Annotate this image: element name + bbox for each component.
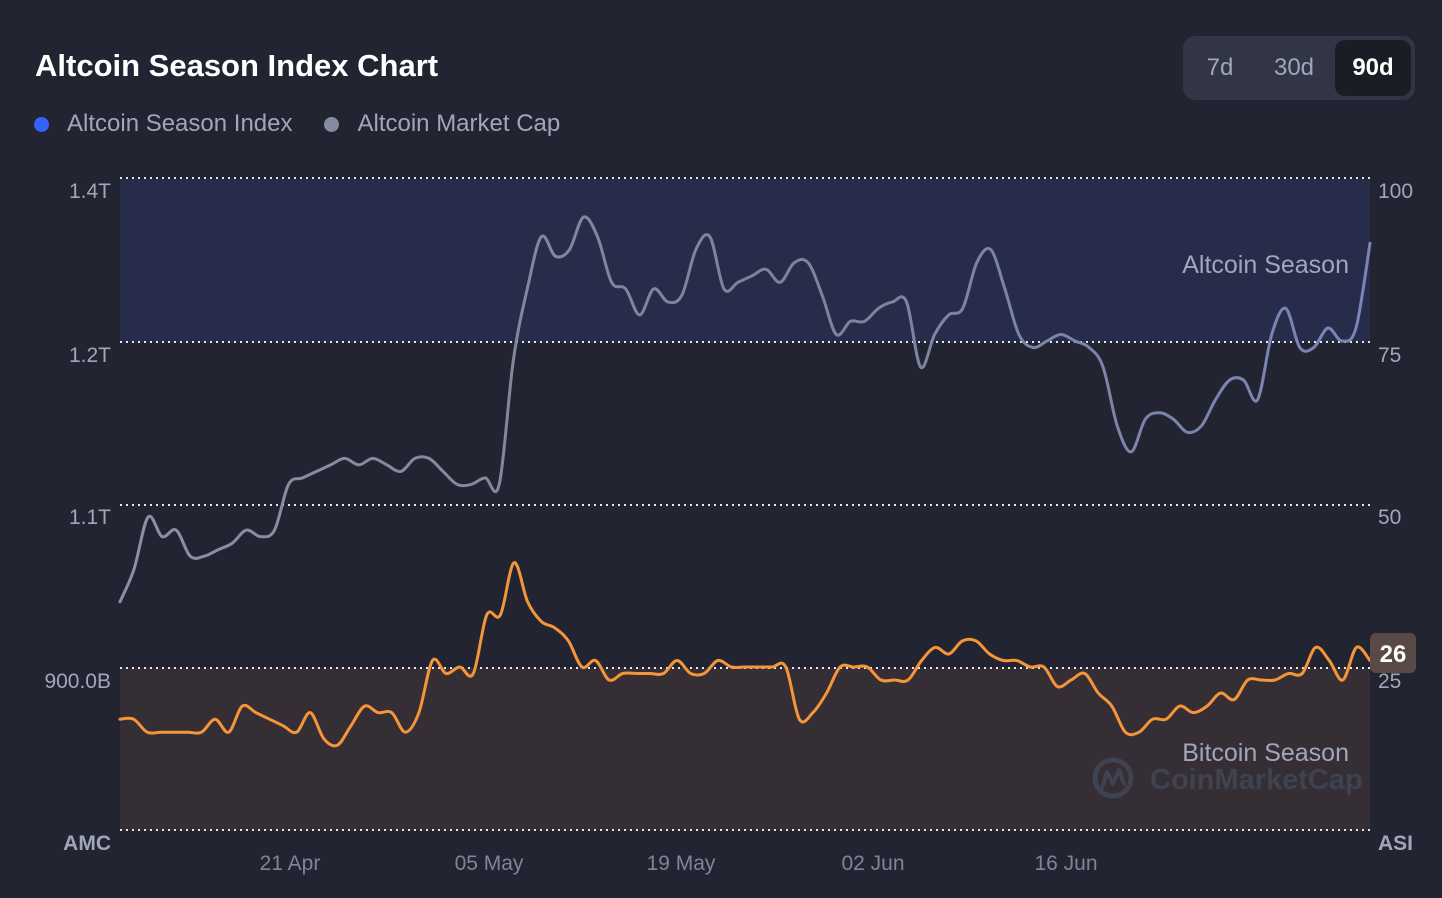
right-tick-label: 100 — [1378, 180, 1413, 203]
left-tick-label: 1.1T — [69, 506, 111, 529]
legend-dot-blue-icon — [34, 116, 49, 132]
left-tick-label: 1.2T — [69, 344, 111, 367]
watermark-text: CoinMarketCap — [1150, 764, 1363, 796]
page-title: Altcoin Season Index Chart — [35, 48, 439, 83]
left-axis-label: AMC — [63, 832, 111, 855]
coinmarketcap-logo-icon — [1092, 757, 1134, 799]
time-range-selector: 7d 30d 90d — [1183, 36, 1415, 100]
chart-legend: Altcoin Season Index Altcoin Market Cap — [34, 110, 592, 138]
left-tick-label: 900.0B — [44, 670, 111, 693]
x-tick-label: 16 Jun — [1034, 852, 1097, 875]
range-90d-button[interactable]: 90d — [1335, 40, 1411, 96]
current-value-text: 26 — [1380, 641, 1407, 668]
right-axis-label: ASI — [1378, 832, 1413, 855]
legend-label: Altcoin Season Index — [67, 110, 293, 137]
altcoin-season-label: Altcoin Season — [1182, 251, 1349, 279]
bitcoin-season-label: Bitcoin Season — [1182, 739, 1349, 767]
right-tick-label: 25 — [1378, 670, 1401, 693]
legend-item-altcoin-season-index[interactable]: Altcoin Season Index — [34, 110, 292, 138]
x-tick-label: 21 Apr — [260, 852, 321, 875]
range-30d-button[interactable]: 30d — [1253, 40, 1335, 96]
legend-label: Altcoin Market Cap — [357, 110, 561, 137]
altcoin-market-cap-line — [118, 215, 1372, 604]
legend-item-altcoin-market-cap[interactable]: Altcoin Market Cap — [324, 110, 560, 138]
x-tick-label: 19 May — [647, 852, 716, 875]
current-value-badge: 26 — [1370, 633, 1416, 673]
x-tick-label: 02 Jun — [841, 852, 904, 875]
range-7d-button[interactable]: 7d — [1187, 40, 1253, 96]
bitcoin-season-zone — [120, 668, 1370, 830]
right-tick-label: 50 — [1378, 506, 1401, 529]
coinmarketcap-watermark: CoinMarketCap — [1092, 757, 1363, 799]
right-tick-label: 75 — [1378, 344, 1401, 367]
altcoin-season-index-line — [118, 561, 1372, 748]
x-tick-label: 05 May — [455, 852, 524, 875]
left-tick-label: 1.4T — [69, 180, 111, 203]
legend-dot-gray-icon — [324, 116, 340, 132]
altcoin-season-zone — [120, 179, 1370, 342]
